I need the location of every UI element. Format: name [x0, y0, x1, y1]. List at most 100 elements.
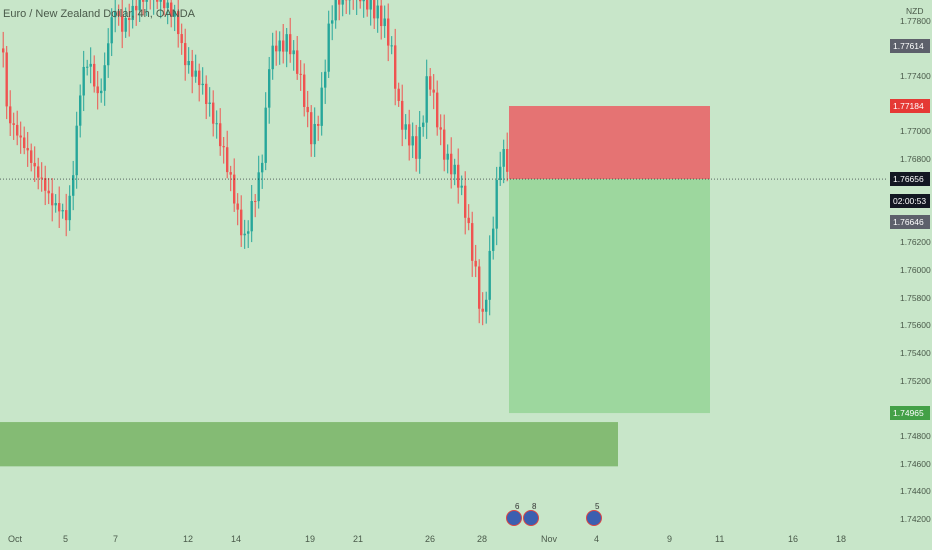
candle-body	[23, 137, 26, 149]
price-label-target: 1.74965	[890, 406, 930, 421]
symbol-title[interactable]: Euro / New Zealand Dollar, 4h, OANDA	[3, 8, 195, 20]
candle-body	[310, 112, 313, 145]
candle-body	[334, 0, 337, 21]
candle-body	[387, 18, 390, 46]
candle-body	[282, 40, 285, 52]
candle-body	[341, 0, 344, 5]
candle-body	[205, 83, 208, 104]
candle-body	[114, 10, 117, 18]
candle-body	[233, 174, 236, 204]
candle-body	[320, 87, 323, 126]
candle-body	[271, 45, 274, 70]
candle-body	[54, 203, 57, 206]
candle-body	[173, 11, 176, 17]
candle-body	[79, 95, 82, 126]
candle-body	[317, 123, 320, 126]
candle-body	[61, 210, 64, 212]
candle-body	[58, 203, 61, 212]
candle-body	[471, 223, 474, 261]
price-label-entry: 1.76646	[890, 214, 930, 229]
candle-body	[96, 86, 99, 94]
candle-body	[488, 250, 491, 300]
candle-body	[44, 178, 47, 191]
candle-body	[180, 34, 183, 44]
candle-body	[30, 150, 33, 163]
price-scale[interactable]: NZD 1.77800 1.77400 1.77000 1.76800 1.76200 1.…	[888, 0, 932, 530]
candle-body	[5, 52, 8, 107]
candle-body	[198, 70, 201, 86]
candle-body	[464, 185, 467, 218]
candle-body	[383, 18, 386, 27]
flag-icon	[506, 510, 522, 526]
event-count: 6	[515, 502, 520, 511]
candle-body	[401, 100, 404, 130]
flag-icon	[586, 510, 602, 526]
time-tick: 7	[113, 534, 119, 544]
candle-body	[268, 69, 271, 108]
candle-body	[177, 11, 180, 35]
time-tick: Oct	[8, 534, 23, 544]
candle-body	[243, 233, 246, 236]
candle-body	[212, 102, 215, 124]
price-tick: 1.77000	[900, 126, 931, 137]
candle-body	[131, 5, 134, 21]
stop-loss-zone	[509, 106, 710, 180]
candle-body	[394, 45, 397, 89]
event-count: 5	[595, 502, 600, 511]
candle-body	[26, 148, 29, 151]
time-tick: 9	[667, 534, 673, 544]
candle-body	[457, 164, 460, 188]
candle-body	[499, 166, 502, 180]
candle-body	[117, 10, 120, 17]
candle-body	[142, 0, 145, 2]
candle-body	[215, 123, 218, 125]
price-label-stop: 1.77184	[890, 99, 930, 113]
candle-body	[278, 40, 281, 52]
candle-body	[208, 102, 211, 104]
price-tick: 1.75400	[900, 347, 931, 358]
candle-body	[219, 123, 222, 147]
candle-body	[432, 89, 435, 93]
candle-body	[75, 125, 78, 176]
candle-body	[82, 66, 85, 96]
candle-body	[254, 201, 257, 203]
price-tick: 1.76800	[900, 154, 931, 165]
candle-body	[138, 0, 141, 11]
price-tick: 1.75200	[900, 375, 931, 386]
time-tick: 14	[231, 534, 242, 544]
candle-body	[390, 45, 393, 47]
time-axis[interactable]: Oct 5 7 12 14 19 21 26 28 Nov 4 9 11 16 18	[0, 530, 888, 550]
candle-body	[439, 127, 442, 130]
candle-body	[264, 107, 267, 163]
candle-body	[89, 63, 92, 67]
price-tick: 1.75800	[900, 292, 931, 303]
candle-body	[2, 48, 5, 53]
candle-body	[240, 209, 243, 236]
price-tick: 1.75600	[900, 320, 931, 331]
economic-event-flag[interactable]: 5	[586, 502, 602, 528]
candle-body	[495, 179, 498, 229]
time-tick: 28	[477, 534, 488, 544]
economic-event-flag[interactable]: 8	[523, 502, 539, 528]
price-label-current: 1.76656	[890, 172, 930, 187]
candle-body	[369, 0, 372, 10]
candle-body	[51, 193, 54, 206]
candle-body	[450, 153, 453, 175]
candle-body	[124, 18, 127, 32]
candle-body	[404, 124, 407, 130]
candle-body	[93, 63, 96, 87]
chart-plot-area[interactable]	[0, 0, 888, 530]
candle-body	[306, 106, 309, 113]
candle-body	[481, 308, 484, 312]
candle-body	[166, 2, 169, 9]
price-tick: 1.74400	[900, 486, 931, 497]
candle-body	[474, 260, 477, 267]
candle-body	[135, 5, 138, 11]
candle-body	[229, 172, 232, 175]
time-tick: 16	[788, 534, 799, 544]
candle-body	[40, 177, 43, 179]
candle-body	[194, 70, 197, 77]
candle-body	[327, 23, 330, 72]
economic-event-flag[interactable]: 6	[506, 502, 522, 528]
candle-body	[12, 123, 15, 125]
